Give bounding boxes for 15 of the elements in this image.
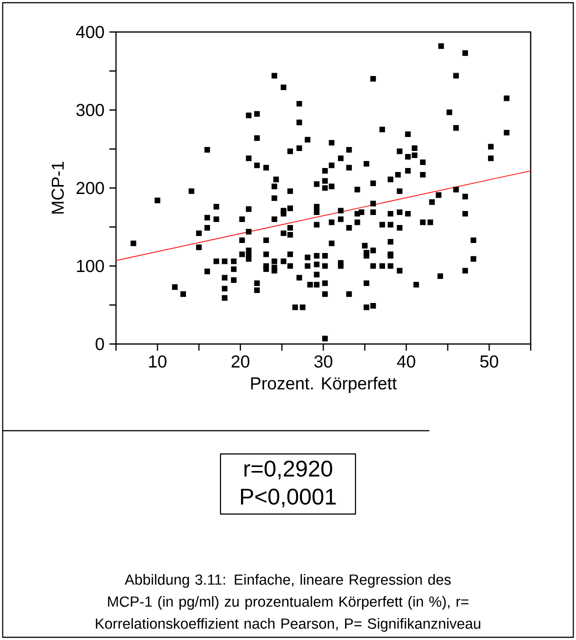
y-axis-title: MCP-1 <box>52 162 64 214</box>
text: Abbildung 3.11: Einfache, lineare Regression des MCP-1 (in pg/ml) zu prozentualem Körperfett (in %), r= Korrelationskoeffizient nach Pearson, P= Signifikanzniveau <box>96 574 480 632</box>
x-tick-label: 30 <box>314 355 332 368</box>
text: r=0,2920 <box>244 460 332 480</box>
y-tick-label: 400 <box>76 26 104 38</box>
x-tick-label: 40 <box>397 355 416 368</box>
x-tick-label: 10 <box>149 355 166 368</box>
x-axis-title: Prozent. Körperfett <box>251 376 397 393</box>
y-tick-label: 100 <box>77 260 104 272</box>
x-tick-label: 50 <box>480 355 498 368</box>
y-tick-label: 200 <box>76 182 104 194</box>
y-tick-label: 300 <box>76 104 104 116</box>
x-tick-label: 20 <box>232 355 250 368</box>
text: P<0,0001 <box>241 488 336 508</box>
y-tick-label: 0 <box>96 338 104 350</box>
